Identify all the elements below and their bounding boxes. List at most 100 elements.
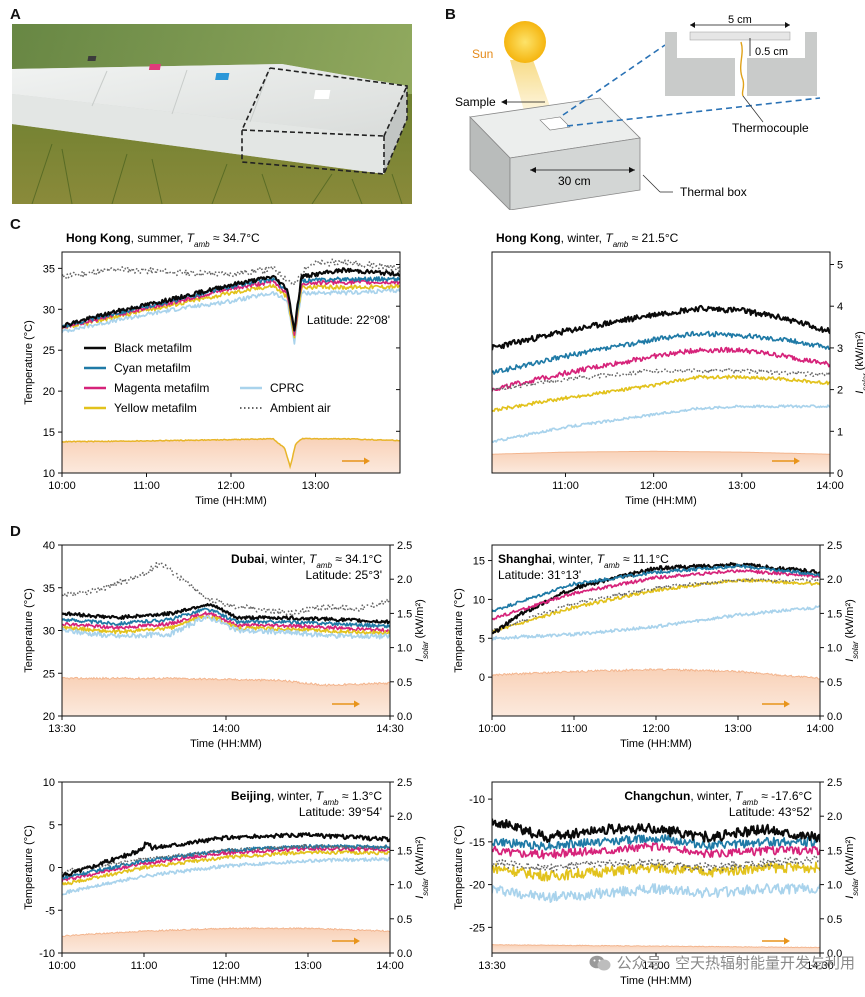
series-yellow <box>62 283 400 339</box>
solar-irradiance-line <box>62 927 390 938</box>
solar-irradiance-area <box>492 668 820 716</box>
y2-tick-label: 0 <box>837 468 843 480</box>
y2-tick-label: 1.5 <box>827 845 842 857</box>
x-tick-label: 12:00 <box>640 480 668 492</box>
solar-axis-arrowhead <box>354 937 360 945</box>
x-tick-label: 13:30 <box>478 960 506 972</box>
series-cprc <box>492 883 820 903</box>
y-tick-label: 15 <box>473 556 485 568</box>
chart-title: Dubai, winter, Tamb ≈ 34.1°C <box>231 552 382 570</box>
legend-label-magenta: Magenta metafilm <box>114 381 209 395</box>
solar-irradiance-line <box>492 668 820 680</box>
y-axis-label: Temperature (°C) <box>23 588 35 672</box>
y-tick-label: -25 <box>469 922 485 934</box>
x-tick-label: 14:30 <box>376 723 404 735</box>
y-tick-label: 35 <box>43 263 55 275</box>
series-cprc <box>62 856 390 896</box>
solar-irradiance-line <box>62 437 400 470</box>
y2-tick-label: 1.0 <box>827 880 842 892</box>
y2-tick-label: 2.0 <box>397 574 412 586</box>
y-tick-label: 40 <box>43 540 55 552</box>
x-tick-label: 14:30 <box>806 960 834 972</box>
x-tick-label: 14:00 <box>816 480 844 492</box>
y2-tick-label: 1 <box>837 426 843 438</box>
y-axis-label: Temperature (°C) <box>453 588 465 672</box>
cyan-sample <box>215 73 230 80</box>
chart-title: Beijing, winter, Tamb ≈ 1.3°C <box>231 789 382 807</box>
x-tick-label: 11:00 <box>131 960 158 972</box>
x-tick-label: 10:00 <box>48 480 76 492</box>
y2-axis-label: Isolar (kW/m²) <box>414 836 430 899</box>
y-tick-label: -15 <box>469 837 485 849</box>
y-tick-label: 20 <box>43 386 55 398</box>
y2-tick-label: 3 <box>837 343 843 355</box>
series-magenta <box>492 346 830 392</box>
y2-tick-label: 0.0 <box>827 948 842 960</box>
series-ambient <box>62 561 390 617</box>
y-tick-label: 0 <box>49 863 55 875</box>
chart-title: Changchun, winter, Tamb ≈ -17.6°C <box>624 789 812 807</box>
sun-label: Sun <box>472 47 493 61</box>
legend-label-cprc: CPRC <box>270 381 304 395</box>
series-cyan <box>492 834 820 851</box>
y2-tick-label: 2.5 <box>397 777 412 789</box>
y-tick-label: 20 <box>43 711 55 723</box>
series-cprc <box>492 404 830 443</box>
thermal-box-label: Thermal box <box>680 185 747 199</box>
x-tick-label: 12:00 <box>642 723 670 735</box>
y2-tick-label: 1.0 <box>397 880 412 892</box>
y2-tick-label: 0.5 <box>827 914 842 926</box>
series-ambient <box>492 368 830 392</box>
series-cyan <box>492 563 820 613</box>
series-black <box>62 267 400 332</box>
x-tick-label: 14:00 <box>376 960 404 972</box>
x-axis-label: Time (HH:MM) <box>190 738 262 750</box>
y-tick-label: 10 <box>43 777 55 789</box>
y2-tick-label: 2.5 <box>827 777 842 789</box>
x-axis-label: Time (HH:MM) <box>625 495 697 507</box>
solar-irradiance-area <box>62 438 400 473</box>
legend-label-yellow: Yellow metafilm <box>114 401 197 415</box>
y2-tick-label: 1.5 <box>827 608 842 620</box>
series-magenta <box>492 841 820 860</box>
legend-label-cyan: Cyan metafilm <box>114 361 191 375</box>
latitude-label: Latitude: 31°13' <box>498 568 581 582</box>
series-black <box>62 832 390 878</box>
y2-tick-label: 2.5 <box>827 540 842 552</box>
sun-icon <box>504 21 546 63</box>
y2-tick-label: 0.0 <box>827 711 842 723</box>
chart-beijing: 10:00 11:00 12:00 13:00 14:00 Time (HH:MM) -10… <box>23 777 430 987</box>
x-tick-label: 13:00 <box>724 723 752 735</box>
x-tick-label: 14:00 <box>212 723 240 735</box>
y-tick-label: 5 <box>49 820 55 832</box>
black-sample <box>87 56 97 61</box>
y2-tick-label: 0.0 <box>397 948 412 960</box>
magenta-sample <box>148 64 161 70</box>
x-tick-label: 14:00 <box>642 960 670 972</box>
chart-hk-summer: 10:00 11:00 12:00 13:00 Time (HH:MM) 10 15 20 25… <box>23 231 401 507</box>
panel-label-d: D <box>10 523 21 540</box>
series-ambient <box>492 854 820 873</box>
y-tick-label: 10 <box>43 468 55 480</box>
y-tick-label: 30 <box>43 304 55 316</box>
chart-changchun: 13:30 14:00 14:30 Time (HH:MM) -25 -20 -15 -10 T… <box>453 777 860 987</box>
series-ambient <box>492 577 820 632</box>
solar-irradiance-line <box>492 450 830 455</box>
y2-tick-label: 2.0 <box>397 811 412 823</box>
solar-axis-arrowhead <box>364 457 370 465</box>
x-axis-label: Time (HH:MM) <box>190 975 262 987</box>
y2-tick-label: 0.5 <box>397 677 412 689</box>
x-axis-label: Time (HH:MM) <box>620 975 692 987</box>
series-magenta <box>492 569 820 621</box>
y2-tick-label: 1.5 <box>397 845 412 857</box>
thermal-box-schematic: Sun Sample 30 cm Thermal box 5 cm 0.5 <box>445 10 865 211</box>
series-cyan <box>62 607 390 629</box>
y-tick-label: 15 <box>43 427 55 439</box>
x-tick-label: 13:00 <box>302 480 330 492</box>
series-yellow <box>62 849 390 886</box>
y2-tick-label: 1.0 <box>827 643 842 655</box>
y2-tick-label: 5 <box>837 260 843 272</box>
chart-dubai: 13:30 14:00 14:30 Time (HH:MM) 20 25 30 35 40 Tem… <box>23 540 430 750</box>
series-ambient <box>62 258 400 286</box>
y-tick-label: 30 <box>43 626 55 638</box>
